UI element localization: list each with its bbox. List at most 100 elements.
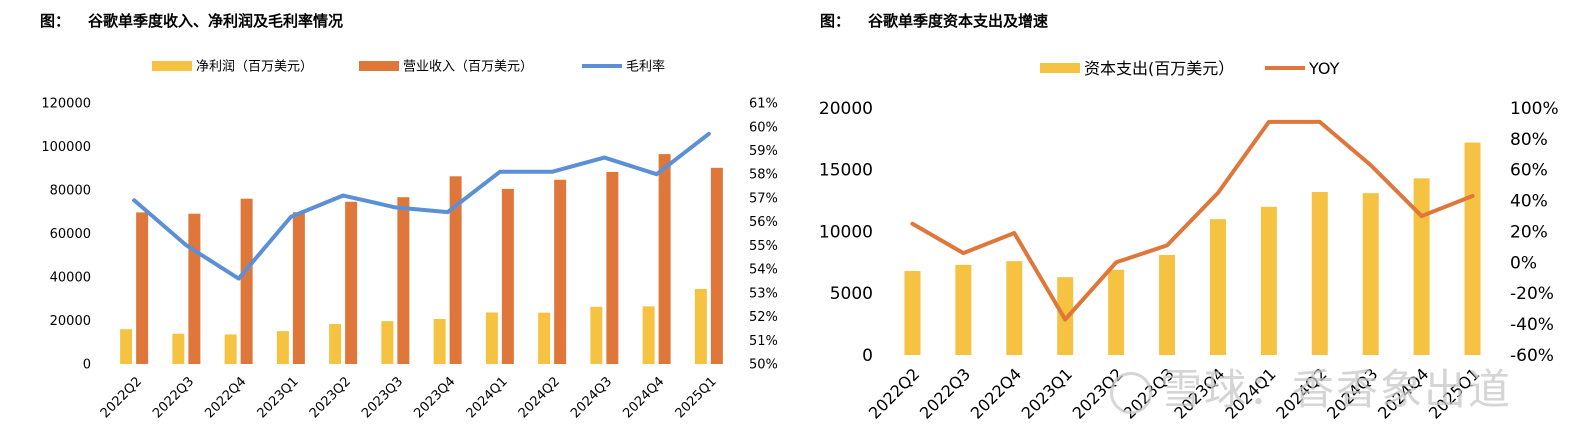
- legend-swatch-net-income: [152, 61, 192, 71]
- bar-net-income: [120, 329, 133, 364]
- chart-panel-revenue: 图： 谷歌单季度收入、净利润及毛利率情况 0 20000 40000 60000 8000…: [0, 0, 790, 446]
- x-tick-label: 2023Q1: [1018, 364, 1076, 422]
- y-tick-label-right: 53%: [749, 286, 778, 301]
- y-tick-label-right: -20%: [1510, 284, 1554, 304]
- y-tick-label-left: 5000: [830, 284, 873, 304]
- y-tick-label-right: 60%: [1510, 161, 1548, 181]
- y-tick-label-right: 55%: [749, 239, 778, 254]
- bar-net-income: [694, 288, 707, 364]
- x-tick-label: 2023Q2: [307, 374, 354, 421]
- x-tick-label: 2024Q2: [516, 374, 563, 421]
- bar-capex: [1006, 261, 1023, 355]
- y-tick-label-left: 80000: [50, 184, 91, 199]
- bar-capex: [1464, 142, 1481, 355]
- bar-net-income: [590, 306, 603, 364]
- watermark: 雪球：香香象出道: [1110, 356, 1512, 417]
- capex-chart-svg: 0 5000 10000 15000 20000 -60% -40% -20% 0% 20% 40%…: [819, 59, 1559, 423]
- bar-revenue: [188, 213, 201, 364]
- y-tick-label-right: 57%: [749, 191, 778, 206]
- bar-net-income: [381, 321, 394, 364]
- bar-revenue: [606, 171, 619, 364]
- x-tick-label: 2024Q3: [568, 374, 615, 421]
- x-tick-label: 2022Q2: [98, 374, 145, 421]
- y-tick-label-left: 15000: [819, 161, 873, 181]
- bar-capex: [1209, 219, 1226, 355]
- y-tick-label-right: 54%: [749, 263, 778, 278]
- bar-net-income: [538, 312, 551, 364]
- x-tick-label: 2022Q4: [967, 364, 1025, 422]
- bar-revenue: [292, 212, 305, 364]
- y-tick-label-right: 51%: [749, 334, 778, 349]
- y-tick-label-right: 52%: [749, 310, 778, 325]
- bar-capex: [1159, 254, 1176, 355]
- bar-capex: [904, 271, 921, 355]
- x-tick-label: 2024Q1: [464, 374, 511, 421]
- y-tick-label-right: 59%: [749, 144, 778, 159]
- series-line-yoy: [910, 119, 1475, 322]
- bar-revenue: [397, 197, 410, 364]
- bar-capex: [1260, 206, 1277, 355]
- chart-title-revenue: 图： 谷歌单季度收入、净利润及毛利率情况: [40, 12, 344, 30]
- bar-capex: [955, 264, 972, 355]
- x-tick-label: 2022Q3: [916, 364, 974, 422]
- legend-label-net-income: 净利润（百万美元）: [196, 60, 313, 75]
- bar-revenue: [136, 212, 149, 364]
- y-tick-label-left: 0: [83, 358, 91, 373]
- bar-revenue: [658, 154, 671, 364]
- bar-capex: [1413, 178, 1430, 355]
- bar-net-income: [172, 333, 185, 364]
- legend-label-gross-margin: 毛利率: [626, 59, 665, 75]
- y-tick-label-left: 60000: [50, 227, 91, 242]
- legend-label-revenue: 营业收入（百万美元）: [403, 60, 533, 75]
- legend-label-capex: 资本支出(百万美元）: [1084, 59, 1234, 78]
- bar-revenue: [710, 167, 723, 364]
- bar-capex: [1362, 193, 1379, 355]
- series-line-gross-margin: [132, 131, 711, 281]
- x-tick-label: 2025Q1: [673, 374, 720, 421]
- y-tick-label-right: 50%: [749, 358, 778, 373]
- chart-panel-capex: 图： 谷歌单季度资本支出及增速 0 5000 10000 15000 20000 -60% -…: [810, 0, 1588, 446]
- bar-net-income: [433, 318, 446, 364]
- bar-revenue: [501, 188, 514, 364]
- y-tick-label-left: 20000: [819, 99, 873, 119]
- y-tick-label-left: 120000: [41, 97, 91, 112]
- bar-net-income: [329, 323, 342, 364]
- y-tick-label-left: 20000: [50, 314, 91, 329]
- y-tick-label-left: 100000: [41, 140, 91, 155]
- x-tick-label: 2024Q4: [620, 374, 667, 421]
- y-tick-label-right: 100%: [1510, 99, 1559, 119]
- legend-swatch-capex: [1040, 63, 1080, 73]
- bar-net-income: [224, 334, 237, 364]
- y-tick-label-left: 10000: [819, 222, 873, 242]
- x-tick-label: 2023Q3: [359, 374, 406, 421]
- bar-revenue: [554, 179, 567, 364]
- y-tick-label-left: 40000: [50, 271, 91, 286]
- x-tick-label: 2023Q4: [411, 374, 458, 421]
- bar-revenue: [345, 201, 358, 364]
- legend-label-yoy: YOY: [1308, 59, 1340, 78]
- bar-net-income: [485, 312, 498, 364]
- snowball-logo-icon: [1110, 371, 1152, 414]
- chart-title-capex: 图： 谷歌单季度资本支出及增速: [820, 12, 1049, 30]
- bar-revenue: [449, 176, 462, 364]
- x-tick-label: 2022Q4: [202, 374, 249, 421]
- y-tick-label-right: 58%: [749, 168, 778, 183]
- bar-revenue: [240, 198, 253, 364]
- y-tick-label-right: 0%: [1510, 253, 1537, 273]
- y-tick-label-right: 56%: [749, 215, 778, 230]
- bar-capex: [1311, 191, 1328, 355]
- x-tick-label: 2022Q3: [150, 374, 197, 421]
- bar-capex: [1108, 269, 1125, 355]
- x-tick-label: 2022Q2: [865, 364, 923, 422]
- y-tick-label-right: -60%: [1510, 346, 1554, 366]
- x-tick-label: 2023Q1: [255, 374, 302, 421]
- legend-swatch-revenue: [359, 61, 399, 71]
- y-tick-label-right: 80%: [1510, 130, 1548, 150]
- bar-net-income: [642, 306, 655, 364]
- y-tick-label-right: -40%: [1510, 315, 1554, 335]
- y-tick-label-left: 0: [862, 346, 873, 366]
- y-tick-label-right: 61%: [749, 97, 778, 112]
- y-tick-label-right: 40%: [1510, 192, 1548, 212]
- y-tick-label-right: 60%: [749, 120, 778, 135]
- revenue-chart-svg: 0 20000 40000 60000 80000 100000 120000 50% 51% 5…: [41, 59, 778, 422]
